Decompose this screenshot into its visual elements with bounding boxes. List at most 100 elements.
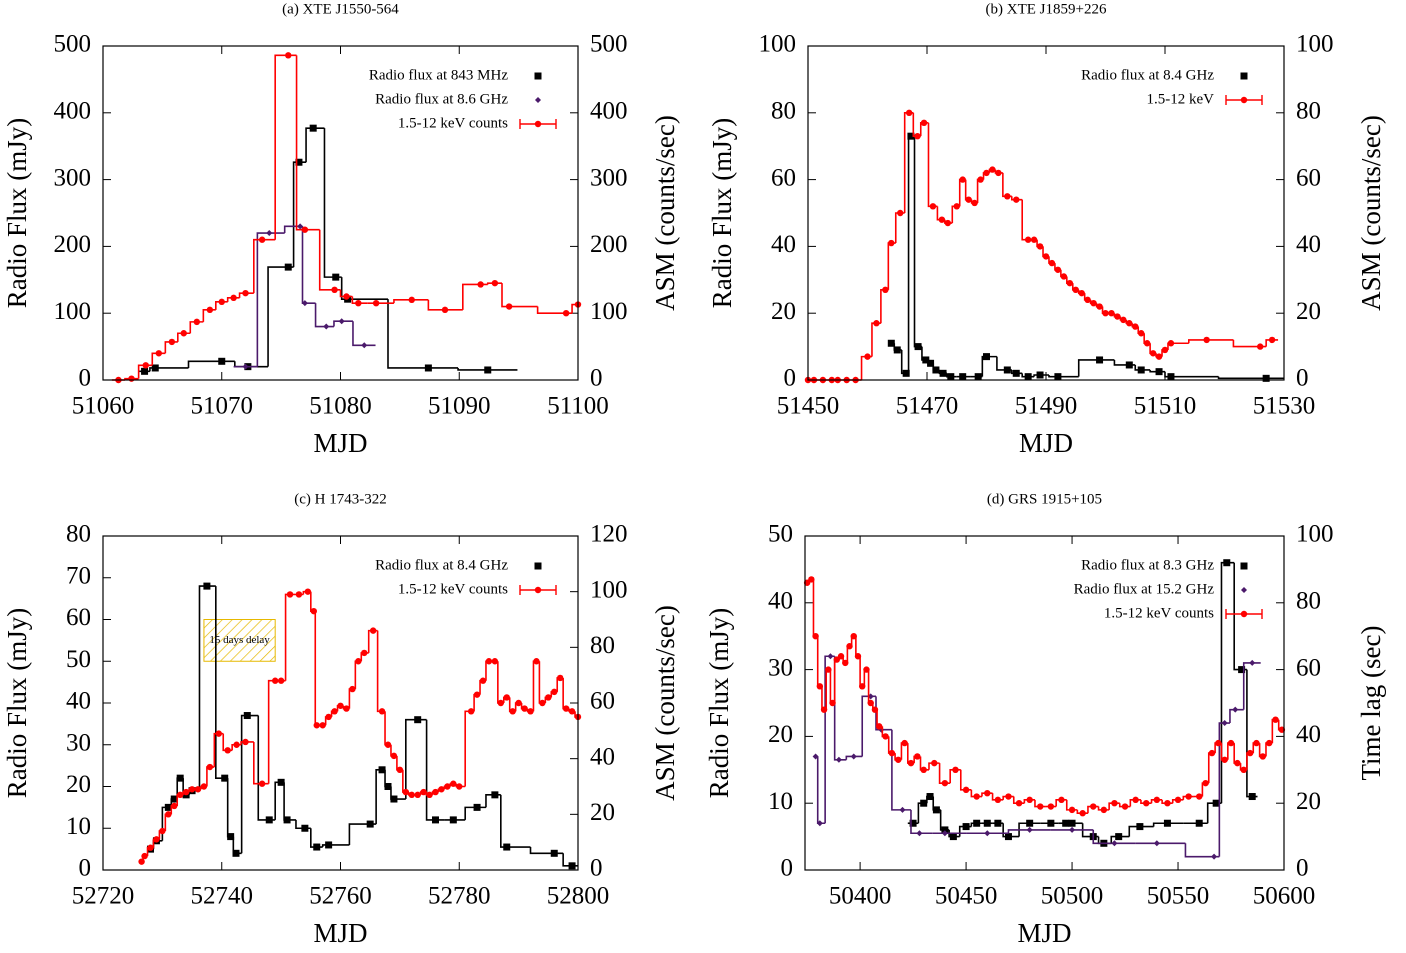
square-marker [491,791,499,799]
square-marker [902,369,910,377]
y2-tick-label: 40 [1296,721,1321,748]
y-tick-label: 40 [66,688,91,715]
legend-marker [535,97,541,103]
step-segment [393,299,429,304]
circle-marker [1078,289,1085,297]
diamond-marker [1069,826,1076,833]
circle-marker [914,753,921,760]
y2-axis-label: Time lag (sec) [1356,626,1386,781]
square-marker [1115,833,1123,841]
circle-marker [1161,346,1169,354]
square-marker [313,843,321,851]
step-segment [1110,835,1130,844]
step-segment [1188,339,1234,344]
x-tick-label: 50400 [829,883,892,910]
square-marker [983,819,991,827]
circle-marker [1126,320,1133,327]
y2-tick-label: 80 [1296,588,1321,615]
circle-marker [1024,236,1032,243]
y-tick-label: 20 [768,721,793,748]
circle-marker [551,688,558,696]
circle-marker [875,723,883,730]
step-segment [187,360,235,368]
circle-marker [369,627,377,634]
circle-marker [989,166,996,173]
legend-marker [1240,96,1248,104]
square-marker [1223,559,1231,567]
circle-marker [319,722,326,729]
circle-marker [301,226,309,233]
y2-tick-label: 20 [1296,298,1321,325]
step-segment [1271,718,1279,744]
legend-marker [1240,610,1248,618]
step-segment [256,232,285,367]
step-segment [529,847,564,855]
circle-marker [1054,266,1062,273]
circle-marker [390,752,398,760]
circle-marker [1257,343,1264,350]
circle-marker [527,708,534,715]
y2-tick-label: 60 [1296,164,1321,191]
circle-marker [944,219,952,227]
circle-marker [343,293,350,300]
panel-title: (c) H 1743-322 [294,491,386,507]
legend-label: 1.5-12 keV counts [398,581,508,597]
square-marker [325,841,333,849]
step-segment [375,769,386,825]
square-marker [1137,366,1145,374]
circle-marker [1138,330,1145,337]
step-segment [812,579,818,637]
circle-marker [521,705,528,712]
legend-label: Radio flux at 15.2 GHz [1074,581,1215,597]
y2-tick-label: 100 [590,576,628,603]
diamond-marker [899,806,906,813]
step-segment [816,756,826,825]
circle-marker [895,756,902,763]
step-segment [900,349,909,375]
circle-marker [1132,323,1139,330]
x-tick-label: 51450 [777,393,840,420]
y-axis-label: Radio Flux (mJy) [704,608,734,799]
step-segment [354,660,362,690]
square-marker [939,369,947,377]
step-segment [425,719,445,821]
step-segment [340,277,388,300]
circle-marker [1185,793,1192,800]
circle-marker [920,119,928,127]
step-segment [314,611,320,727]
square-marker [414,716,422,724]
circle-marker [1111,800,1118,807]
diamond-marker [266,230,273,237]
square-marker [1248,793,1256,801]
y2-tick-label: 100 [1296,31,1334,58]
circle-marker [396,766,404,773]
square-marker [277,778,285,786]
circle-marker [1167,340,1175,347]
step-segment [1246,669,1258,798]
circle-marker [200,783,208,790]
circle-marker [242,738,249,746]
circle-marker [1164,800,1171,807]
square-marker [473,803,481,811]
circle-marker [313,722,320,729]
y2-tick-label: 80 [590,632,615,659]
y-tick-label: 20 [771,298,796,325]
step-segment [1002,823,1020,838]
y2-tick-label: 60 [1296,654,1321,681]
x-tick-label: 51530 [1253,393,1316,420]
circle-marker [1090,803,1097,810]
diamond-marker [1211,853,1218,860]
square-marker [301,824,309,832]
step-segment [981,355,997,377]
square-marker [366,820,374,828]
panel-title: (a) XTE J1550-564 [282,1,399,17]
circle-marker [230,294,237,302]
panel-title: (d) GRS 1915+105 [987,491,1102,507]
circle-marker [361,649,368,657]
legend-marker [1241,587,1247,593]
circle-marker [901,739,908,747]
step-segment [958,178,966,207]
circle-marker [497,699,505,707]
circle-marker [897,209,904,217]
square-marker [283,816,291,824]
